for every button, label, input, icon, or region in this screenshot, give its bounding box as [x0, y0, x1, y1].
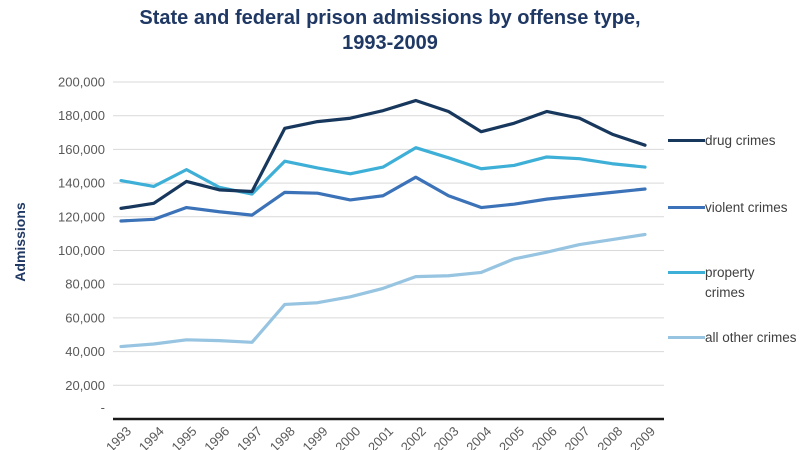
series-line-violent-crimes	[119, 175, 647, 223]
x-tick-label: 2001	[365, 424, 396, 450]
legend-swatch-drug-crimes	[668, 139, 705, 142]
x-tick-labels: 1993 1994 1995 1996 1997 1998 1999 2000 2001 2002…	[103, 424, 658, 450]
x-tick-label: 2005	[496, 424, 527, 450]
y-tick-label: 60,000	[65, 310, 105, 325]
series-line-property-crimes	[119, 146, 647, 196]
x-tick-label: 2008	[594, 424, 625, 450]
x-tick-label: 1994	[136, 424, 167, 450]
x-tick-label: 2003	[431, 424, 462, 450]
legend-item-property-crimes: property crimes	[668, 263, 797, 303]
x-tick-label: 2002	[398, 424, 429, 450]
x-tick-label: 2006	[529, 424, 560, 450]
legend-item-drug-crimes: drug crimes	[668, 131, 797, 151]
x-tick-label: 2000	[332, 424, 363, 450]
x-tick-label: 1995	[169, 424, 200, 450]
y-tick-label: -	[101, 400, 105, 415]
x-tick-label: 1993	[103, 424, 134, 450]
legend-label-drug-crimes: drug crimes	[705, 133, 776, 148]
y-tick-label: 40,000	[65, 344, 105, 359]
y-tick-label: 100,000	[58, 243, 105, 258]
y-tick-label: 120,000	[58, 209, 105, 224]
chart-title-line2: 1993-2009	[342, 32, 438, 54]
chart-title-line1: State and federal prison admissions by o…	[139, 7, 641, 29]
y-tick-label: 80,000	[65, 277, 105, 292]
legend-item-all-other-crimes: all other crimes	[668, 328, 797, 348]
y-tick-label: 20,000	[65, 378, 105, 393]
x-tick-label: 2004	[463, 424, 494, 450]
y-tick-labels: 200,000 180,000 160,000 140,000 120,000 100,0…	[58, 75, 105, 416]
series-line-drug-crimes	[119, 98, 647, 210]
y-tick-label: 180,000	[58, 108, 105, 123]
series-lines	[119, 98, 647, 349]
x-tick-label: 1996	[201, 424, 232, 450]
series-line-all-other-crimes	[119, 232, 647, 349]
x-tick-label: 1998	[267, 424, 298, 450]
legend-item-violent-crimes: violent crimes	[668, 198, 797, 218]
legend-label-all-other-crimes: all other crimes	[705, 330, 797, 345]
legend-swatch-all-other-crimes	[668, 336, 705, 339]
chart-title: State and federal prison admissions by o…	[70, 6, 710, 56]
x-tick-label: 1999	[300, 424, 331, 450]
x-tick-label: 2009	[627, 424, 658, 450]
y-tick-label: 160,000	[58, 142, 105, 157]
legend-swatch-violent-crimes	[668, 206, 705, 209]
y-tick-label: 200,000	[58, 75, 105, 90]
x-tick-label: 2007	[562, 424, 593, 450]
y-tick-label: 140,000	[58, 176, 105, 191]
legend-label-property-crimes: property crimes	[705, 265, 755, 300]
legend-label-violent-crimes: violent crimes	[705, 200, 788, 215]
legend-swatch-property-crimes	[668, 271, 705, 274]
x-tick-label: 1997	[234, 424, 265, 450]
